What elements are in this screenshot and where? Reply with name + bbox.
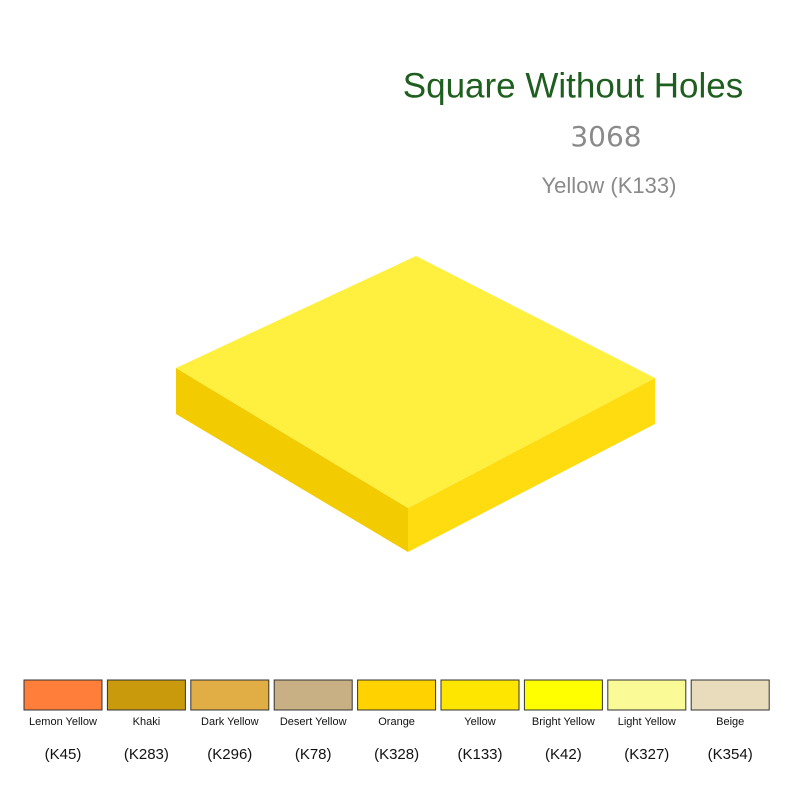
color-swatch[interactable] — [273, 679, 353, 711]
color-name: Yellow (K133) — [542, 173, 677, 198]
swatch-name: Desert Yellow — [280, 716, 347, 728]
swatch-row: Lemon Yellow (K45) Khaki (K283) Dark Yellow (… — [23, 679, 770, 763]
color-swatch[interactable] — [106, 679, 186, 711]
color-swatch[interactable] — [23, 679, 103, 711]
color-swatch[interactable] — [440, 679, 520, 711]
swatch-name: Light Yellow — [618, 716, 676, 728]
tile-image — [176, 256, 655, 552]
swatch-name: Khaki — [133, 716, 161, 728]
swatch-code: (K296) — [207, 746, 252, 763]
swatch-name: Bright Yellow — [532, 716, 595, 728]
swatch-code: (K328) — [374, 746, 419, 763]
color-swatch[interactable] — [690, 679, 770, 711]
swatch-code: (K283) — [124, 746, 169, 763]
color-swatch[interactable] — [607, 679, 687, 711]
swatch-name: Beige — [716, 716, 744, 728]
color-swatch[interactable] — [190, 679, 270, 711]
swatch-code: (K42) — [545, 746, 582, 763]
swatch-name: Orange — [378, 716, 415, 728]
swatch-code: (K327) — [624, 746, 669, 763]
swatch-code: (K354) — [708, 746, 753, 763]
swatch-name: Dark Yellow — [201, 716, 259, 728]
swatch-code: (K45) — [45, 746, 82, 763]
swatch-code: (K133) — [457, 746, 502, 763]
color-swatch[interactable] — [357, 679, 437, 711]
part-number: 3068 — [570, 120, 641, 153]
swatch-name: Lemon Yellow — [29, 716, 97, 728]
swatch-name: Yellow — [464, 716, 495, 728]
color-swatch[interactable] — [523, 679, 603, 711]
swatch-code: (K78) — [295, 746, 332, 763]
title: Square Without Holes — [403, 66, 743, 105]
